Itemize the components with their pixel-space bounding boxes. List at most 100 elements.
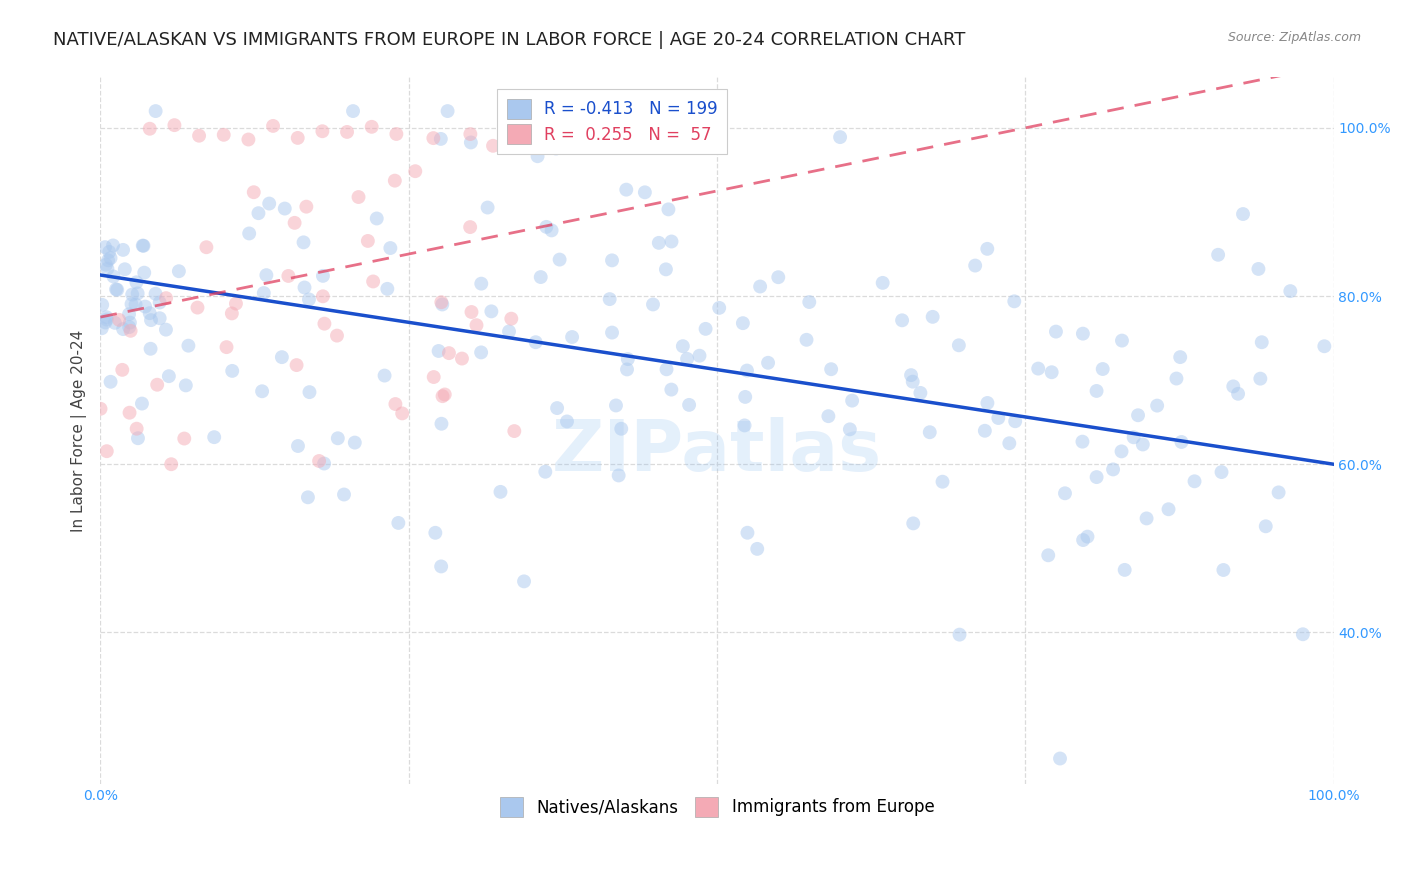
Point bbox=[174, 378, 197, 392]
Point bbox=[167, 264, 190, 278]
Point bbox=[125, 422, 148, 436]
Point bbox=[1040, 365, 1063, 379]
Point bbox=[561, 330, 583, 344]
Point bbox=[127, 431, 149, 445]
Point bbox=[298, 385, 321, 400]
Point bbox=[1111, 444, 1133, 458]
Point bbox=[470, 345, 492, 359]
Point bbox=[672, 339, 695, 353]
Point bbox=[118, 406, 141, 420]
Point bbox=[503, 424, 526, 438]
Point bbox=[277, 268, 299, 283]
Point bbox=[1026, 361, 1049, 376]
Point bbox=[657, 202, 679, 217]
Point bbox=[145, 286, 167, 301]
Point bbox=[616, 362, 638, 376]
Point bbox=[695, 322, 717, 336]
Text: Source: ZipAtlas.com: Source: ZipAtlas.com bbox=[1227, 31, 1361, 45]
Point bbox=[262, 119, 284, 133]
Point bbox=[1122, 430, 1144, 444]
Point bbox=[112, 322, 135, 336]
Point bbox=[931, 475, 953, 489]
Point bbox=[385, 127, 408, 141]
Point bbox=[139, 313, 162, 327]
Point bbox=[155, 291, 177, 305]
Point bbox=[270, 350, 292, 364]
Point bbox=[1227, 386, 1250, 401]
Point bbox=[112, 243, 135, 257]
Point bbox=[134, 266, 156, 280]
Point bbox=[314, 317, 336, 331]
Point bbox=[247, 206, 270, 220]
Point bbox=[1232, 207, 1254, 221]
Point bbox=[1170, 435, 1192, 450]
Point bbox=[343, 435, 366, 450]
Point bbox=[108, 313, 131, 327]
Point bbox=[121, 297, 143, 311]
Point bbox=[634, 186, 657, 200]
Point bbox=[734, 390, 756, 404]
Point bbox=[655, 362, 678, 376]
Point bbox=[477, 201, 499, 215]
Point bbox=[103, 269, 125, 284]
Point bbox=[433, 387, 456, 401]
Point bbox=[221, 306, 243, 320]
Point bbox=[796, 333, 818, 347]
Point bbox=[799, 295, 821, 310]
Point bbox=[482, 138, 505, 153]
Point bbox=[427, 343, 450, 358]
Point bbox=[1071, 326, 1094, 341]
Point bbox=[285, 358, 308, 372]
Point bbox=[96, 310, 118, 325]
Point bbox=[599, 292, 621, 306]
Point bbox=[139, 121, 162, 136]
Point bbox=[215, 340, 238, 354]
Point bbox=[548, 252, 571, 267]
Point bbox=[177, 339, 200, 353]
Point bbox=[91, 298, 114, 312]
Point bbox=[314, 457, 336, 471]
Point bbox=[422, 370, 444, 384]
Point bbox=[202, 430, 225, 444]
Point bbox=[820, 362, 842, 376]
Point bbox=[678, 398, 700, 412]
Point bbox=[118, 320, 141, 334]
Point bbox=[546, 401, 568, 415]
Point bbox=[830, 130, 852, 145]
Point bbox=[132, 238, 155, 252]
Point bbox=[96, 444, 118, 458]
Point bbox=[97, 253, 120, 268]
Point bbox=[536, 219, 558, 234]
Point bbox=[149, 311, 172, 326]
Point bbox=[118, 316, 141, 330]
Point bbox=[998, 436, 1021, 450]
Point bbox=[756, 356, 779, 370]
Point bbox=[1211, 465, 1233, 479]
Point bbox=[948, 338, 970, 352]
Point bbox=[987, 411, 1010, 425]
Point bbox=[312, 289, 335, 303]
Point bbox=[257, 196, 280, 211]
Point bbox=[689, 349, 711, 363]
Point bbox=[384, 397, 406, 411]
Point bbox=[1126, 409, 1149, 423]
Point bbox=[120, 324, 142, 338]
Point bbox=[242, 185, 264, 199]
Text: NATIVE/ALASKAN VS IMMIGRANTS FROM EUROPE IN LABOR FORCE | AGE 20-24 CORRELATION : NATIVE/ALASKAN VS IMMIGRANTS FROM EUROPE… bbox=[53, 31, 966, 49]
Point bbox=[1004, 414, 1026, 428]
Point bbox=[1292, 627, 1315, 641]
Point bbox=[501, 311, 523, 326]
Point bbox=[605, 399, 627, 413]
Point bbox=[1168, 350, 1191, 364]
Point bbox=[965, 259, 987, 273]
Point bbox=[1076, 530, 1098, 544]
Point bbox=[374, 368, 396, 383]
Point bbox=[98, 244, 121, 259]
Point bbox=[253, 286, 276, 301]
Point bbox=[1249, 371, 1271, 385]
Point bbox=[436, 104, 458, 119]
Point bbox=[287, 439, 309, 453]
Point bbox=[437, 346, 460, 360]
Point bbox=[430, 132, 453, 146]
Point bbox=[817, 409, 839, 424]
